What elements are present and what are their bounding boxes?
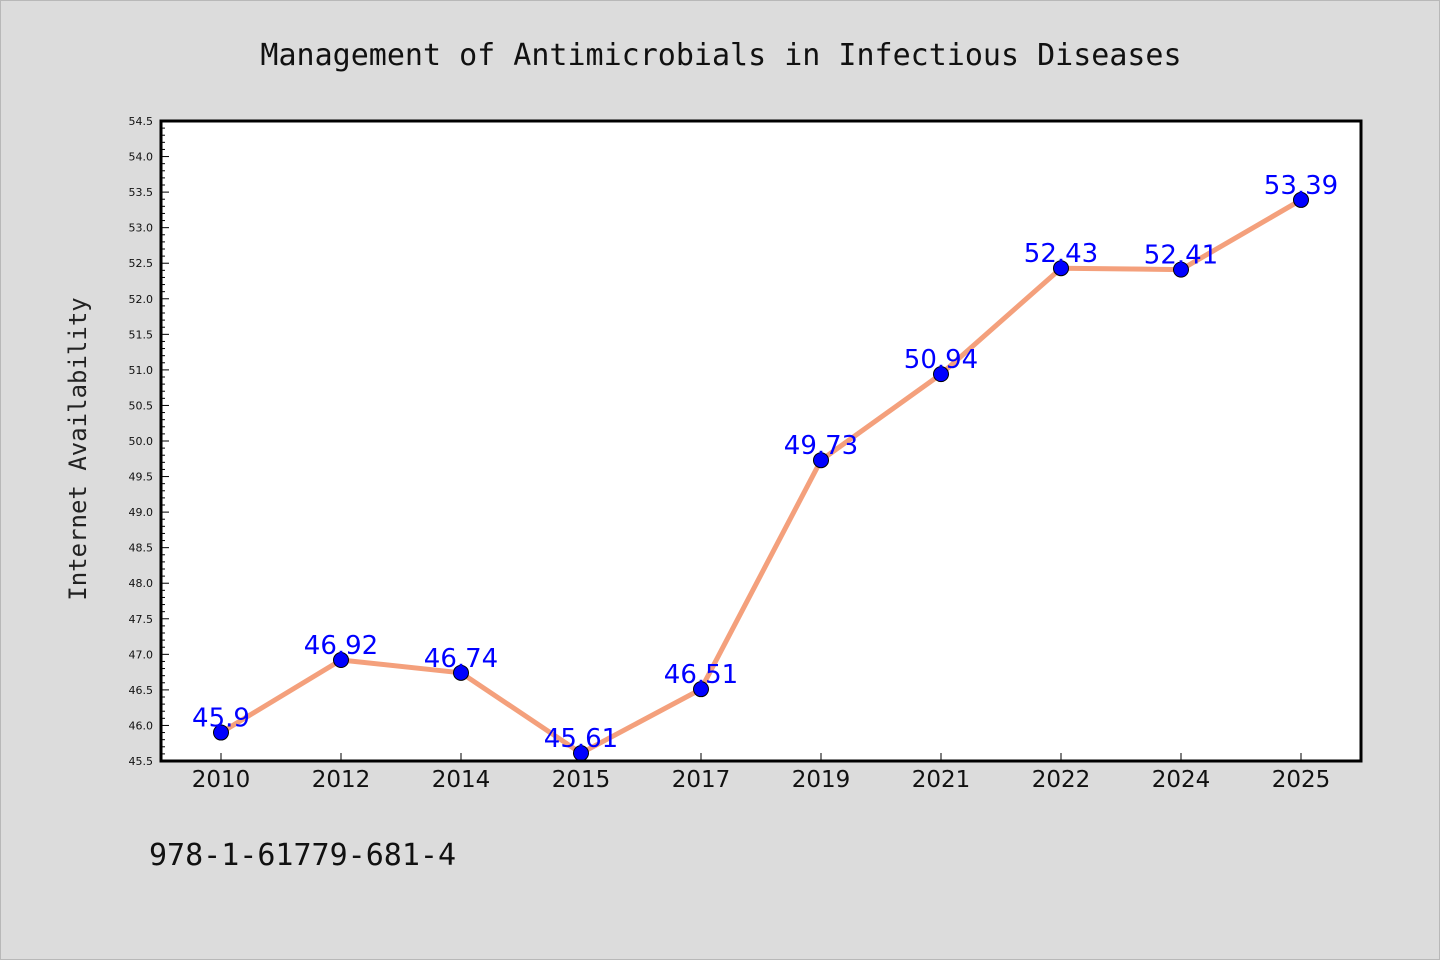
data-point bbox=[813, 452, 829, 469]
data-point bbox=[453, 664, 469, 681]
data-point bbox=[1293, 191, 1309, 208]
x-tick-label: 2014 bbox=[432, 767, 491, 793]
data-label: 45.61 bbox=[544, 724, 618, 754]
y-tick-label: 53.5 bbox=[129, 186, 154, 199]
y-axis-label: Internet Availability bbox=[64, 297, 92, 600]
data-point bbox=[693, 681, 709, 698]
x-tick-label: 2015 bbox=[552, 767, 611, 793]
x-tick-label: 2025 bbox=[1272, 767, 1331, 793]
data-point bbox=[1173, 261, 1189, 278]
data-point bbox=[1053, 260, 1069, 277]
y-tick-label: 54.5 bbox=[129, 115, 154, 128]
chart-title: Management of Antimicrobials in Infectio… bbox=[260, 38, 1181, 73]
data-label: 53.39 bbox=[1264, 171, 1338, 201]
data-label: 46.74 bbox=[424, 644, 498, 674]
data-point bbox=[933, 366, 949, 383]
y-tick-label: 49.0 bbox=[129, 506, 154, 519]
y-tick-label: 45.5 bbox=[129, 755, 154, 768]
data-labels: 45.9 46.92 46.74 45.61 46.51 49.73 50.94 52.43 5… bbox=[192, 171, 1338, 754]
y-tick-label: 46.5 bbox=[129, 684, 154, 697]
y-tick-label: 48.0 bbox=[129, 577, 154, 590]
data-label: 52.41 bbox=[1144, 241, 1218, 271]
y-tick-label: 52.5 bbox=[129, 257, 154, 270]
x-tick-label: 2024 bbox=[1152, 767, 1211, 793]
y-tick-label: 47.0 bbox=[129, 648, 154, 661]
plot-area bbox=[161, 121, 1361, 761]
data-point bbox=[333, 652, 349, 669]
data-label: 45.9 bbox=[192, 704, 250, 734]
footer-isbn: 978-1-61779-681-4 bbox=[149, 838, 456, 873]
x-tick-label: 2010 bbox=[192, 767, 251, 793]
y-tick-label: 53.0 bbox=[129, 222, 154, 235]
data-label: 52.43 bbox=[1024, 239, 1098, 269]
x-tick-label: 2021 bbox=[912, 767, 971, 793]
x-tick-label: 2012 bbox=[312, 767, 371, 793]
x-tick-label: 2017 bbox=[672, 767, 731, 793]
data-label: 46.51 bbox=[664, 660, 738, 690]
y-tick-label: 50.0 bbox=[129, 435, 154, 448]
data-point bbox=[213, 724, 229, 741]
y-tick-label: 47.5 bbox=[129, 613, 154, 626]
y-tick-label: 50.5 bbox=[129, 399, 154, 412]
y-tick-label: 54.0 bbox=[129, 151, 154, 164]
data-label: 49.73 bbox=[784, 431, 858, 461]
data-label: 50.94 bbox=[904, 345, 978, 375]
y-tick-label: 48.5 bbox=[129, 542, 154, 555]
data-markers bbox=[213, 191, 1309, 762]
y-tick-label: 52.0 bbox=[129, 293, 154, 306]
data-label: 46.92 bbox=[304, 631, 378, 661]
y-tick-label: 46.0 bbox=[129, 719, 154, 732]
y-tick-label: 49.5 bbox=[129, 471, 154, 484]
y-tick-label: 51.5 bbox=[129, 328, 154, 341]
x-tick-label: 2022 bbox=[1032, 767, 1091, 793]
plot-border bbox=[159, 119, 1363, 763]
x-tick-label: 2019 bbox=[792, 767, 851, 793]
series-line bbox=[218, 197, 1304, 756]
y-tick-label: 51.0 bbox=[129, 364, 154, 377]
